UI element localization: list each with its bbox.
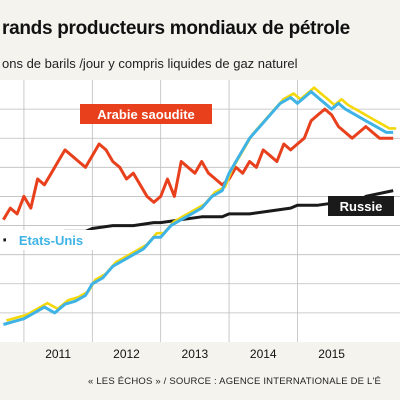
legend-label-arabie-saoudite-box bbox=[80, 104, 212, 124]
chart-title: rands producteurs mondiaux de pétrole bbox=[2, 18, 350, 39]
source-note: « LES ÉCHOS » / SOURCE : AGENCE INTERNAT… bbox=[88, 376, 382, 387]
x-tick-label: 2014 bbox=[250, 347, 277, 361]
x-tick-label: 2015 bbox=[318, 347, 345, 361]
chart-subtitle: ons de barils /jour y compris liquides d… bbox=[2, 56, 298, 71]
legend-label-russie-box bbox=[328, 196, 394, 216]
legend-label-arabie-saoudite: Arabie saoudite bbox=[97, 107, 195, 122]
series-line-arabie-saoudite bbox=[2, 107, 394, 221]
series-line-etats-unis bbox=[2, 90, 394, 326]
legend-label-russie: Russie bbox=[340, 199, 383, 214]
legend-label-etats-unis: Etats-Unis bbox=[19, 233, 83, 248]
x-tick-label: 2013 bbox=[182, 347, 209, 361]
x-tick-label: 2012 bbox=[113, 347, 140, 361]
legend-label-etats-unis-box bbox=[6, 230, 96, 250]
x-tick-label: 2011 bbox=[45, 347, 71, 361]
